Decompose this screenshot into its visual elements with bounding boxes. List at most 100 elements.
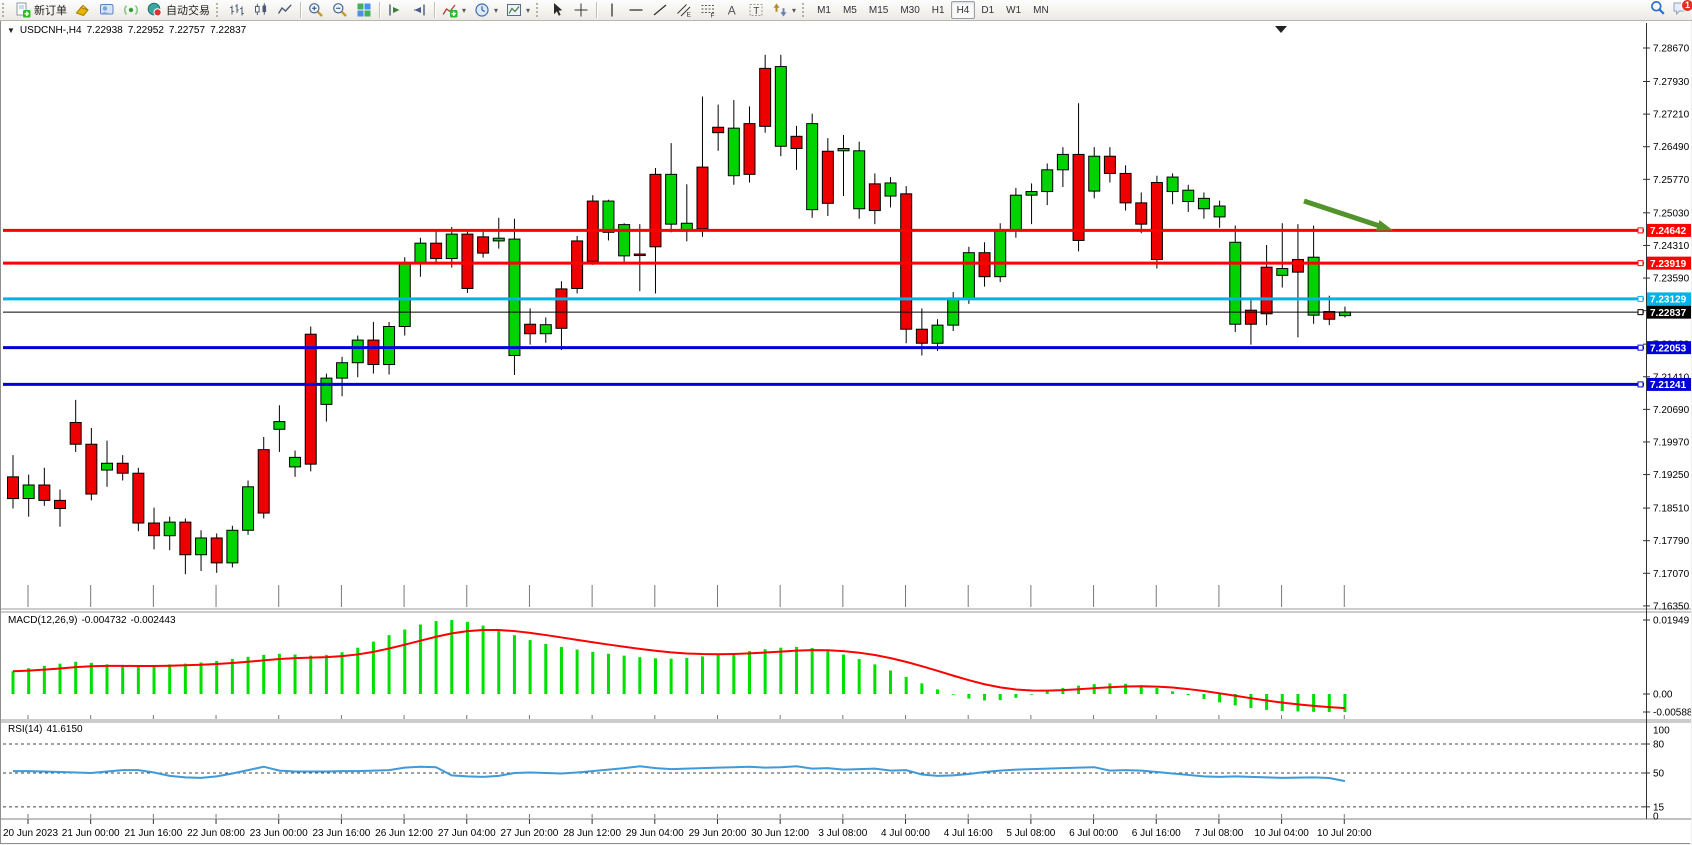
candles-icon [253, 2, 269, 18]
bull-candle [320, 377, 333, 405]
price-tick-label: 7.23590 [1653, 274, 1690, 285]
time-tick-label: 4 Jul 00:00 [881, 828, 930, 839]
timeframe-button-m15[interactable]: M15 [868, 4, 889, 16]
arrows-button[interactable]: ▾ [768, 0, 800, 20]
toolbar-grip [536, 3, 543, 17]
bull-candle [962, 252, 975, 299]
bull-candle [1197, 197, 1210, 210]
timeframe-button-m1[interactable]: M1 [817, 4, 831, 16]
timeframe-button-w1[interactable]: W1 [1006, 4, 1022, 16]
symbol-label: USDCNH-,H4 [19, 25, 82, 36]
templates-icon [506, 2, 522, 18]
indicators-button[interactable]: ▾ [438, 0, 470, 20]
trendline-button[interactable] [648, 0, 672, 20]
candlestick-chart-button[interactable] [249, 0, 273, 20]
bear-candle [148, 522, 161, 537]
fibonacci-button[interactable]: F [696, 0, 720, 20]
timeframe-button-mn[interactable]: MN [1033, 4, 1049, 16]
bear-candle [38, 484, 51, 501]
new-order-button[interactable]: 新订单 [11, 0, 71, 20]
timeframe-button-m5[interactable]: M5 [842, 4, 857, 16]
bear-candle [978, 252, 991, 278]
price-tick-label: 7.20690 [1653, 405, 1690, 416]
timeframe-button-h4[interactable]: H4 [950, 1, 976, 19]
bear-candle [1103, 155, 1116, 174]
bull-candle [1166, 176, 1179, 193]
bear-candle [759, 67, 772, 127]
timeframe-button-m30[interactable]: M30 [900, 4, 920, 16]
zoom-in-button[interactable] [304, 0, 328, 20]
crosshair-button[interactable] [569, 0, 593, 20]
rsi-title: RSI(14) [8, 724, 43, 735]
chevron-down-icon[interactable]: ▾ [494, 5, 499, 15]
support-line-1-label: 7.22053 [1650, 343, 1687, 354]
bull-candle [1182, 189, 1195, 203]
chevron-down-icon[interactable]: ▾ [526, 5, 531, 15]
bear-candle [868, 183, 881, 212]
bull-candle [414, 242, 427, 264]
current-price-flag [1647, 305, 1691, 319]
search-button[interactable] [1650, 0, 1666, 21]
annotation-arrow-head[interactable] [1376, 220, 1393, 231]
symbol-dropdown-icon[interactable]: ▼ [7, 26, 15, 35]
text-label-button[interactable]: T [744, 0, 768, 20]
time-tick-label: 23 Jun 00:00 [250, 828, 308, 839]
price-tick-label: 7.25770 [1653, 175, 1690, 186]
zoom-out-button[interactable] [328, 0, 352, 20]
tile-windows-button[interactable] [352, 0, 376, 20]
vertical-line-button[interactable] [600, 0, 624, 20]
price-chart: 7.28670 7.27930 7.27210 7.26490 7.25770 7.250… [1, 21, 1691, 843]
bear-candle [7, 476, 19, 500]
auto-scroll-button[interactable] [383, 0, 407, 20]
indicators-icon [442, 2, 458, 18]
bear-candle [257, 449, 270, 514]
quote-low: 7.22757 [168, 25, 206, 36]
bear-candle [116, 462, 129, 474]
cursor-button[interactable] [545, 0, 569, 20]
text-button[interactable]: A [720, 0, 744, 20]
rsi-scale-label: 0 [1653, 812, 1659, 823]
quote-close: 7.22837 [210, 25, 247, 36]
chart-shift-button[interactable] [407, 0, 431, 20]
timeframe-button-h1[interactable]: H1 [931, 4, 945, 16]
horizontal-line-button[interactable] [624, 0, 648, 20]
chart-shift-marker[interactable] [1275, 26, 1287, 33]
quote-high: 7.22952 [127, 25, 164, 36]
time-tick-label: 27 Jun 04:00 [438, 828, 496, 839]
symbol-quote-bar[interactable]: ▼ USDCNH-,H4 7.22938 7.22952 7.22757 7.2… [7, 25, 246, 36]
rsi-scale-label: 15 [1653, 802, 1665, 813]
templates-button[interactable]: ▾ [502, 0, 534, 20]
terminal-button[interactable] [95, 0, 119, 20]
toolbar-right-group: 1 [1650, 0, 1692, 21]
macd-scale-label: -0.005885 [1653, 708, 1691, 719]
autotrade-button[interactable]: 自动交易 [143, 0, 214, 20]
toolbar-grip [216, 3, 223, 17]
time-tick-label: 10 Jul 20:00 [1317, 828, 1372, 839]
time-tick-label: 29 Jun 20:00 [689, 828, 747, 839]
bar-chart-button[interactable] [225, 0, 249, 20]
resistance-line-1-label: 7.24642 [1650, 226, 1687, 237]
time-tick-label: 5 Jul 08:00 [1006, 828, 1055, 839]
macd-main-value: -0.004732 [81, 615, 127, 626]
chevron-down-icon[interactable]: ▾ [462, 5, 467, 15]
bull-candle [351, 339, 364, 364]
bear-candle [555, 288, 568, 329]
annotation-arrow-shaft[interactable] [1303, 198, 1383, 230]
price-tick-label: 7.17790 [1653, 536, 1690, 547]
timeframe-button-d1[interactable]: D1 [981, 4, 995, 16]
line-chart-button[interactable] [273, 0, 297, 20]
bull-candle [1229, 241, 1242, 325]
equidistant-channel-button[interactable]: E [672, 0, 696, 20]
bull-candle [1025, 191, 1038, 196]
bear-candle [1119, 172, 1132, 204]
hline-icon [628, 2, 644, 18]
gold-button[interactable] [71, 0, 95, 20]
toolbar-grip [2, 3, 9, 17]
notifications-button[interactable]: 1 [1672, 0, 1692, 21]
signal-button[interactable] [119, 0, 143, 20]
bull-candle [445, 233, 458, 260]
pivot-line-anchor [1637, 295, 1644, 302]
chevron-down-icon[interactable]: ▾ [792, 5, 797, 15]
current-price-anchor [1637, 309, 1644, 316]
periods-button[interactable]: ▾ [470, 0, 502, 20]
